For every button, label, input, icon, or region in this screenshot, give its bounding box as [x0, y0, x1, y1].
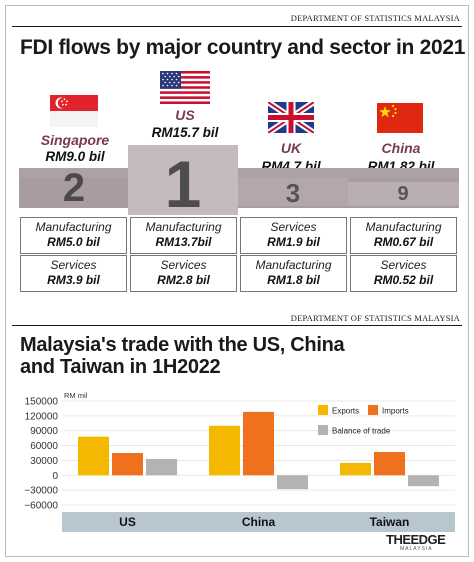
uk-flag-icon	[268, 102, 314, 133]
theedge-logo: THEEDGE	[386, 532, 446, 547]
bar-us-exports	[78, 436, 109, 476]
category-label: US	[119, 515, 136, 529]
sector-value: RM13.7bil	[155, 235, 212, 249]
sector-name: Manufacturing	[255, 258, 332, 272]
category-band	[62, 512, 455, 532]
bar-us-balance-of-trade	[146, 458, 177, 476]
sector-cell-us-1: Manufacturing RM13.7bil	[130, 217, 237, 254]
sector-value: RM5.0 bil	[47, 235, 100, 249]
sector-cell-singapore-1: Manufacturing RM5.0 bil	[20, 217, 127, 254]
y-axis-unit-label: RM mil	[64, 391, 88, 400]
infographic-frame	[5, 5, 469, 557]
sector-value: RM2.8 bil	[157, 273, 210, 287]
bar-taiwan-exports	[340, 462, 371, 476]
y-tick-label: 120000	[25, 411, 59, 422]
fdi-source: DEPARTMENT OF STATISTICS MALAYSIA	[290, 13, 460, 23]
rank-us: 1	[164, 147, 202, 221]
bar-taiwan-imports	[374, 452, 405, 476]
china-flag-icon	[377, 103, 423, 133]
sector-value: RM1.9 bil	[267, 235, 320, 249]
rank-singapore: 2	[62, 166, 86, 210]
bar-us-imports	[112, 453, 143, 476]
sector-name: Services	[380, 258, 427, 272]
bar-china-balance-of-trade	[277, 475, 308, 490]
bar-china-imports	[243, 411, 274, 476]
trade-title-line2: and Taiwan in 1H2022	[20, 356, 221, 378]
y-tick-label: 60000	[30, 441, 58, 452]
sector-value: RM0.52 bil	[373, 273, 434, 287]
rank-uk: 3	[285, 178, 301, 208]
bar-taiwan-balance-of-trade	[408, 475, 439, 487]
category-label: China	[242, 515, 276, 529]
trade-title-line1: Malaysia's trade with the US, China	[20, 334, 345, 356]
trade-top-rule	[12, 325, 462, 326]
sector-cell-us-2: Services RM2.8 bil	[130, 255, 237, 292]
sector-name: Manufacturing	[145, 220, 222, 234]
singapore-flag-icon	[50, 95, 98, 127]
y-tick-label: −60000	[24, 501, 58, 512]
y-tick-label: 0	[52, 471, 58, 482]
us-flag-icon	[160, 71, 210, 104]
country-total-singapore: RM9.0 bil	[45, 149, 105, 164]
y-tick-label: 150000	[25, 397, 59, 408]
sector-cell-uk-1: Services RM1.9 bil	[240, 217, 347, 254]
sector-name: Services	[160, 258, 207, 272]
sector-name: Manufacturing	[365, 220, 442, 234]
country-total-us: RM15.7 bil	[151, 125, 219, 140]
rank-china: 9	[397, 183, 409, 205]
sector-value: RM0.67 bil	[373, 235, 434, 249]
sector-value: RM3.9 bil	[47, 273, 100, 287]
podium-third-block	[238, 178, 348, 206]
y-tick-label: 90000	[30, 426, 58, 437]
trade-chart: RM mil 150000 120000 90000 60000 30000 0 −3000…	[24, 391, 455, 532]
country-name-china: China	[381, 140, 421, 156]
podium-ninth-block	[348, 182, 459, 206]
category-label: Taiwan	[370, 515, 410, 529]
trade-source: DEPARTMENT OF STATISTICS MALAYSIA	[290, 313, 460, 323]
legend-label: Balance of trade	[332, 427, 391, 436]
legend-swatch	[318, 425, 328, 435]
podium-top-strip	[19, 168, 459, 178]
legend-swatch	[318, 405, 328, 415]
legend-label: Exports	[332, 407, 359, 416]
sector-name: Manufacturing	[35, 220, 112, 234]
sector-cell-uk-2: Manufacturing RM1.8 bil	[240, 255, 347, 292]
sector-cell-singapore-2: Services RM3.9 bil	[20, 255, 127, 292]
y-tick-label: −30000	[24, 486, 58, 497]
sector-value: RM1.8 bil	[267, 273, 320, 287]
legend-label: Imports	[382, 407, 409, 416]
legend-swatch	[368, 405, 378, 415]
podium-first-block	[128, 145, 238, 215]
country-name-uk: UK	[280, 140, 302, 156]
sector-name: Services	[50, 258, 97, 272]
y-tick-label: 30000	[30, 456, 58, 467]
sector-name: Services	[270, 220, 317, 234]
theedge-logo-sub: MALAYSIA	[400, 546, 433, 552]
sector-cell-china-1: Manufacturing RM0.67 bil	[350, 217, 457, 254]
country-name-singapore: Singapore	[40, 132, 110, 148]
fdi-title: FDI flows by major country and sector in…	[20, 36, 466, 59]
sector-cell-china-2: Services RM0.52 bil	[350, 255, 457, 292]
country-name-us: US	[175, 107, 195, 123]
fdi-top-rule	[12, 26, 462, 27]
bar-china-exports	[209, 425, 240, 476]
